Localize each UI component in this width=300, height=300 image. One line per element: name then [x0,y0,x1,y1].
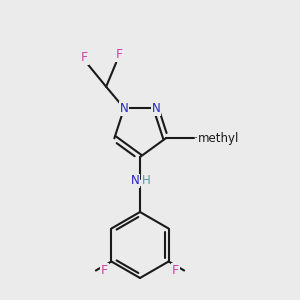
Text: methyl: methyl [196,137,201,138]
Text: H: H [142,175,150,188]
Text: methyl: methyl [201,138,206,139]
Text: methyl: methyl [197,137,202,138]
Text: methyl: methyl [201,138,206,139]
Text: F: F [116,48,123,61]
Text: methyl: methyl [195,137,200,138]
Text: F: F [172,264,179,277]
Text: N: N [152,102,160,115]
Text: N: N [130,175,140,188]
Text: methyl: methyl [198,137,203,138]
Text: N: N [120,102,128,115]
Text: methyl: methyl [198,132,239,145]
Text: methyl: methyl [199,137,204,138]
Text: F: F [81,51,88,64]
Text: F: F [101,264,108,277]
